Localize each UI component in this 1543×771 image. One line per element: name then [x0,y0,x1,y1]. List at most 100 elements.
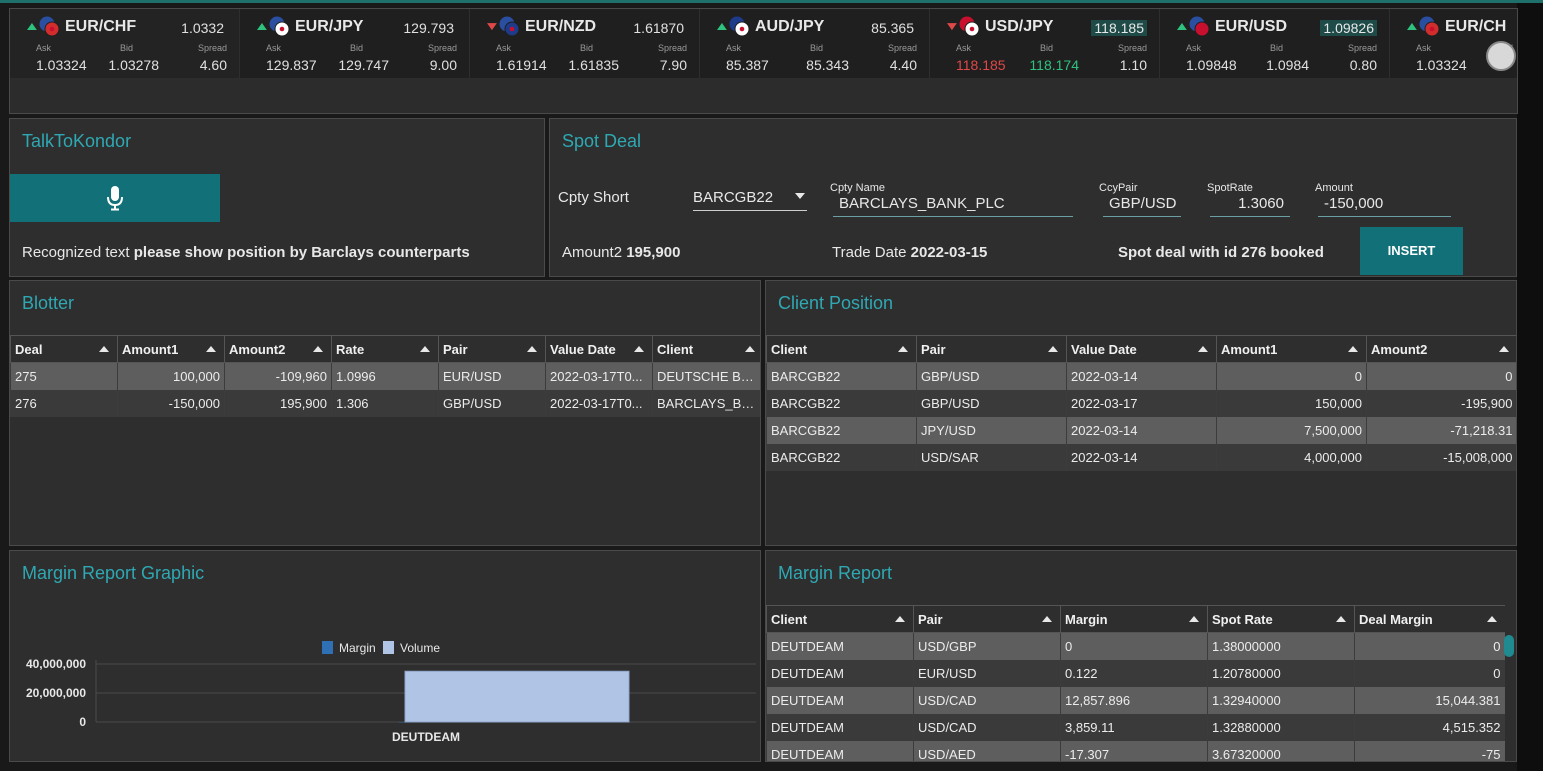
sort-ascending-icon[interactable] [1189,616,1199,622]
fab-icon[interactable] [1486,41,1516,71]
column-header-rate[interactable]: Rate [331,335,439,363]
amount-field[interactable]: -150,000 [1318,193,1451,217]
table-row[interactable]: DEUTDEAM USD/CAD 12,857.896 1.32940000 15,04… [766,686,1505,714]
table-cell: 100,000 [117,362,225,390]
table-row[interactable]: DEUTDEAM USD/AED -17.307 3.67320000 -75 [766,740,1505,761]
ask-label: Ask [36,43,52,53]
ticker-tile-aud-jpy[interactable]: ▲ AUD/JPY 85.365 Ask Bid Spread 85.387 85.343 4.… [700,9,930,78]
table-row[interactable]: DEUTDEAM USD/GBP 0 1.38000000 0 [766,632,1505,660]
insert-button[interactable]: INSERT [1360,227,1463,275]
column-header-margin[interactable]: Margin [1060,605,1208,633]
table-cell: 275 [10,362,118,390]
column-header-spot-rate[interactable]: Spot Rate [1207,605,1355,633]
ask-value: 1.61914 [496,57,547,73]
table-cell: USD/AED [913,740,1061,761]
trade-date-label: Trade Date [832,244,911,261]
column-header-deal[interactable]: Deal [10,335,118,363]
table-row[interactable]: BARCGB22 GBP/USD 2022-03-17 150,000 -195,900 [766,389,1516,417]
fx-ticker-panel: ▲ EUR/CHF 1.0332 Ask Bid Spread 1.03324 1.03278… [9,8,1518,114]
ticker-tile-eur-nzd[interactable]: ▼ EUR/NZD 1.61870 Ask Bid Spread 1.61914 1.6183… [470,9,700,78]
table-cell: 276 [10,389,118,417]
spotrate-field[interactable]: 1.3060 [1210,193,1290,217]
table-cell: DEUTDEAM [766,740,914,761]
column-header-deal-margin[interactable]: Deal Margin [1354,605,1505,633]
bid-value: 85.343 [806,57,849,73]
column-header-label: Amount2 [1371,341,1428,357]
table-cell: BARCGB22 [766,362,917,390]
column-header-pair[interactable]: Pair [916,335,1067,363]
column-header-client[interactable]: Client [766,335,917,363]
table-cell: DEUTDEAM [766,713,914,741]
ticker-tile-eur-jpy[interactable]: ▲ EUR/JPY 129.793 Ask Bid Spread 129.837 129.74… [240,9,470,78]
column-header-value-date[interactable]: Value Date [545,335,653,363]
amount2-label: Amount2 [562,244,627,261]
table-row[interactable]: DEUTDEAM EUR/USD 0.122 1.20780000 0 [766,659,1505,687]
cpty-name-field[interactable]: BARCLAYS_BANK_PLC [833,193,1073,217]
sort-ascending-icon[interactable] [1042,616,1052,622]
cpty-short-select[interactable]: BARCGB22 [693,187,807,211]
sort-ascending-icon[interactable] [99,346,109,352]
sort-ascending-icon[interactable] [634,346,644,352]
blotter-table: Deal Amount1 Amount2 Rate Pair Value Date Clie… [10,335,760,417]
column-header-client[interactable]: Client [652,335,760,363]
sort-ascending-icon[interactable] [1336,616,1346,622]
table-row[interactable]: BARCGB22 GBP/USD 2022-03-14 0 0 [766,362,1516,390]
ticker-tile-eur-usd[interactable]: ▲ EUR/USD 1.09826 Ask Bid Spread 1.09848 1.0984… [1160,9,1390,78]
ticker-tile-eur-chf[interactable]: ▲ EUR/CHF 1.0332 Ask Bid Spread 1.03324 1.03278… [10,9,240,78]
table-cell: 0 [1366,362,1516,390]
x-tick-label: DEUTDEAM [392,730,460,744]
sort-ascending-icon[interactable] [1498,346,1509,352]
sort-ascending-icon[interactable] [744,346,755,352]
sort-ascending-icon[interactable] [1348,346,1358,352]
legend-swatch-volume [383,641,394,654]
sort-ascending-icon[interactable] [420,346,430,352]
sort-ascending-icon[interactable] [313,346,323,352]
column-header-client[interactable]: Client [766,605,914,633]
currency-flag-icon [728,15,750,37]
column-header-amount1[interactable]: Amount1 [1216,335,1367,363]
microphone-button[interactable] [10,174,220,222]
table-cell: -195,900 [1366,389,1516,417]
table-cell: -17.307 [1060,740,1208,761]
table-row[interactable]: DEUTDEAM USD/CAD 3,859.11 1.32880000 4,515.3… [766,713,1505,741]
column-header-pair[interactable]: Pair [913,605,1061,633]
sort-ascending-icon[interactable] [898,346,908,352]
table-cell: 2022-03-14 [1066,443,1217,471]
booking-status: Spot deal with id 276 booked [1118,244,1324,261]
sort-ascending-icon[interactable] [895,616,905,622]
table-cell: BARCLAYS_BA... [652,389,760,417]
column-header-label: Pair [921,341,946,357]
ccypair-field[interactable]: GBP/USD [1103,193,1181,217]
sort-ascending-icon[interactable] [527,346,537,352]
column-header-amount1[interactable]: Amount1 [117,335,225,363]
bid-value: 1.61835 [568,57,619,73]
column-header-label: Value Date [1071,341,1137,357]
column-header-value-date[interactable]: Value Date [1066,335,1217,363]
sort-ascending-icon[interactable] [1198,346,1208,352]
table-row[interactable]: 275 100,000 -109,960 1.0996 EUR/USD 2022-03-1… [10,362,760,390]
spot-title: Spot Deal [562,131,642,151]
bid-value: 129.747 [338,57,389,73]
spread-label: Spread [887,43,917,53]
ask-label: Ask [1186,43,1202,53]
column-header-amount2[interactable]: Amount2 [224,335,332,363]
table-row[interactable]: BARCGB22 USD/SAR 2022-03-14 4,000,000 -15,00… [766,443,1516,471]
column-header-label: Value Date [550,341,616,357]
table-row[interactable]: 276 -150,000 195,900 1.306 GBP/USD 2022-03-17… [10,389,760,417]
table-row[interactable]: BARCGB22 JPY/USD 2022-03-14 7,500,000 -71,21… [766,416,1516,444]
sort-ascending-icon[interactable] [1486,616,1497,622]
legend-swatch-margin [322,641,333,654]
column-header-amount2[interactable]: Amount2 [1366,335,1516,363]
ticker-tile-usd-jpy[interactable]: ▼ USD/JPY 118.185 Ask Bid Spread 118.185 118.17… [930,9,1160,78]
sort-ascending-icon[interactable] [1048,346,1058,352]
sort-ascending-icon[interactable] [206,346,216,352]
scrollbar-thumb[interactable] [1504,635,1514,657]
ask-label: Ask [1416,43,1432,53]
column-header-label: Client [657,341,694,357]
column-header-label: Rate [336,341,365,357]
table-cell: GBP/USD [916,389,1067,417]
column-header-pair[interactable]: Pair [438,335,546,363]
ask-value: 1.03324 [36,57,87,73]
table-cell: BARCGB22 [766,416,917,444]
table-cell: GBP/USD [916,362,1067,390]
